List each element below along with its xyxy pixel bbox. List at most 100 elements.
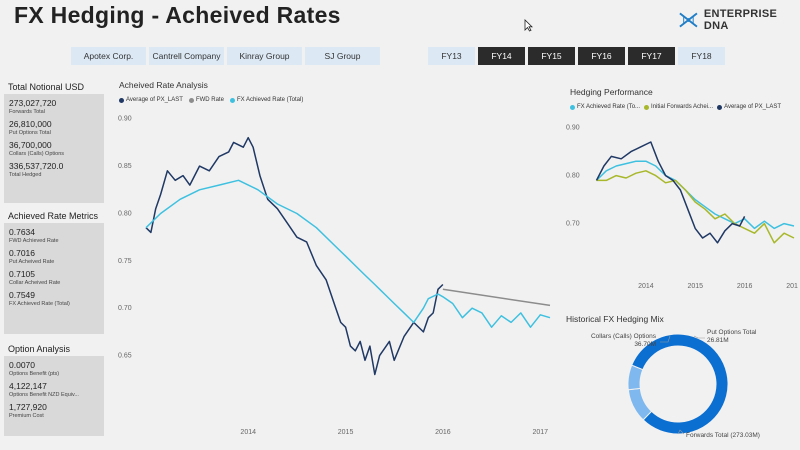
- donut-data-label: Forwards Total (273.03M): [686, 432, 760, 439]
- kpi-label: FWD Achieved Rate: [9, 238, 59, 244]
- company-slicer: Apotex Corp. Cantrell Company Kinray Gro…: [71, 47, 380, 65]
- company-option-cantrell[interactable]: Cantrell Company: [149, 47, 224, 65]
- series-line-average-of-px-last: [145, 136, 444, 376]
- kpi-value: 0.7634: [9, 227, 35, 237]
- y-tick-label: 0.90: [118, 116, 132, 123]
- legend-dot: [119, 97, 124, 103]
- year-option-fy14[interactable]: FY14: [478, 47, 525, 65]
- legend-item-fx-achieved[interactable]: FX Achieved Rate (To...: [570, 104, 640, 110]
- kpi-value: 36,700,000: [9, 140, 52, 150]
- y-tick-label: 0.70: [566, 221, 580, 228]
- legend-dot: [229, 97, 235, 103]
- y-tick-label: 0.80: [566, 173, 580, 180]
- hedging-performance-chart[interactable]: 0.90 0.80 0.70 2014 2015 2016 2017: [560, 112, 798, 297]
- kpi-label: Collars (Calls) Options: [9, 151, 65, 157]
- kpi-label: Options Benefit (pts): [9, 371, 60, 377]
- legend-item-fx-achieved[interactable]: FX Achieved Rate (Total): [229, 97, 304, 103]
- kpi-value: 0.7549: [9, 290, 35, 300]
- y-tick-label: 0.85: [118, 163, 132, 170]
- perf-chart-legend: FX Achieved Rate (To... Initial Forwards…: [570, 104, 781, 110]
- metrics-card: Achieved Rate Metrics 0.7634 FWD Achieve…: [4, 208, 104, 334]
- company-option-apotex[interactable]: Apotex Corp.: [71, 47, 146, 65]
- kpi-value: 1,727,920: [9, 402, 47, 412]
- series-line-fx-achieved-rate-total: [145, 179, 551, 328]
- options-card: Option Analysis 0.0070 Options Benefit (…: [4, 341, 104, 436]
- company-option-sj-group[interactable]: SJ Group: [305, 47, 380, 65]
- kpi-label: Total Hedged: [9, 172, 42, 178]
- legend-item-fwd-rate[interactable]: FWD Rate: [188, 97, 224, 103]
- year-option-fy18[interactable]: FY18: [678, 47, 725, 65]
- kpi-value: 0.7016: [9, 248, 35, 258]
- kpi-label: Put Acheived Rate: [9, 259, 55, 265]
- perf-chart-title: Hedging Performance: [570, 87, 653, 97]
- year-option-fy15[interactable]: FY15: [528, 47, 575, 65]
- kpi-fwd-achieved-rate: 0.7634 FWD Achieved Rate: [4, 227, 104, 244]
- legend-dot: [717, 104, 723, 110]
- kpi-collars-options: 36,700,000 Collars (Calls) Options: [4, 140, 104, 157]
- year-option-fy16[interactable]: FY16: [578, 47, 625, 65]
- mix-chart-title: Historical FX Hedging Mix: [566, 314, 664, 324]
- kpi-premium-cost: 1,727,920 Premium Cost: [4, 402, 104, 419]
- notional-card: Total Notional USD 273,027,720 Forwards …: [4, 79, 104, 203]
- y-tick-label: 0.70: [118, 305, 132, 312]
- x-tick-label: 2017: [532, 429, 548, 436]
- kpi-label: Collar Acheived Rate: [9, 280, 61, 286]
- donut-leader-line: [660, 335, 671, 343]
- x-tick-label: 2015: [687, 283, 703, 290]
- options-card-title: Option Analysis: [4, 341, 104, 356]
- donut-leader-line: [677, 429, 685, 435]
- legend-item-px-last[interactable]: Average of PX_LAST: [717, 104, 781, 110]
- donut-data-label: 26.81M: [707, 337, 729, 344]
- kpi-label: FX Achieved Rate (Total): [9, 301, 70, 307]
- donut-slice-forwards-total: [631, 333, 729, 435]
- series-line-fwd-rate: [442, 288, 551, 307]
- brand-logo: ENTERPRISE DNA: [678, 8, 800, 32]
- achieved-rate-chart[interactable]: 0.90 0.85 0.80 0.75 0.70 0.65 2014 2015 2016 2017: [110, 106, 555, 441]
- kpi-total-hedged: 336,537,720.0 Total Hedged: [4, 161, 104, 178]
- year-option-fy17[interactable]: FY17: [628, 47, 675, 65]
- kpi-value: 273,027,720: [9, 98, 57, 108]
- kpi-put-achieved-rate: 0.7016 Put Acheived Rate: [4, 248, 104, 265]
- kpi-label: Forwards Total: [9, 109, 45, 115]
- legend-item-initial-forwards[interactable]: Initial Forwards Achei...: [644, 104, 713, 110]
- legend-dot: [188, 97, 194, 103]
- legend-label: Average of PX_LAST: [724, 104, 781, 110]
- kpi-value: 0.0070: [9, 360, 35, 370]
- kpi-value: 0.7105: [9, 269, 35, 279]
- legend-dot: [644, 104, 650, 110]
- x-tick-label: 2017: [786, 283, 798, 290]
- y-tick-label: 0.75: [118, 258, 132, 265]
- donut-data-label: 36.70M: [634, 341, 656, 348]
- legend-label: Average of PX_LAST: [126, 97, 183, 103]
- donut-leader-line: [693, 335, 705, 339]
- legend-label: FX Achieved Rate (To...: [577, 104, 641, 110]
- kpi-label: Premium Cost: [9, 413, 44, 419]
- kpi-options-benefit-pts: 0.0070 Options Benefit (pts): [4, 360, 104, 377]
- legend-item-px-last[interactable]: Average of PX_LAST: [119, 97, 183, 103]
- year-option-fy13[interactable]: FY13: [428, 47, 475, 65]
- legend-label: FX Achieved Rate (Total): [236, 97, 304, 103]
- y-tick-label: 0.65: [118, 353, 132, 360]
- kpi-value: 26,810,000: [9, 119, 52, 129]
- logo-text: ENTERPRISE DNA: [703, 8, 778, 32]
- donut-data-label: Collars (Calls) Options: [591, 333, 657, 340]
- kpi-put-options-total: 26,810,000 Put Options Total: [4, 119, 104, 136]
- main-chart-title: Acheived Rate Analysis: [119, 80, 208, 90]
- kpi-label: Options Benefit NZD Equiv...: [9, 392, 79, 398]
- donut-slice-put-options-total: [627, 364, 644, 391]
- x-tick-label: 2015: [338, 429, 354, 436]
- hedging-mix-donut-chart[interactable]: Forwards Total (273.03M) Collars (Calls) …: [560, 322, 798, 447]
- y-tick-label: 0.90: [566, 125, 580, 132]
- page-title: FX Hedging - Acheived Rates: [14, 2, 341, 28]
- kpi-label: Put Options Total: [9, 130, 51, 136]
- series-line-average-of-px-last: [595, 141, 746, 244]
- company-option-kinray[interactable]: Kinray Group: [227, 47, 302, 65]
- kpi-value: 4,122,147: [9, 381, 47, 391]
- kpi-options-benefit-nzd: 4,122,147 Options Benefit NZD Equiv...: [4, 381, 104, 398]
- year-slicer: FY13 FY14 FY15 FY16 FY17 FY18: [428, 47, 725, 65]
- metrics-card-title: Achieved Rate Metrics: [4, 208, 104, 223]
- kpi-value: 336,537,720.0: [9, 161, 64, 171]
- mouse-cursor-icon: [524, 19, 533, 32]
- x-tick-label: 2014: [240, 429, 256, 436]
- donut-data-label: Put Options Total: [707, 329, 757, 336]
